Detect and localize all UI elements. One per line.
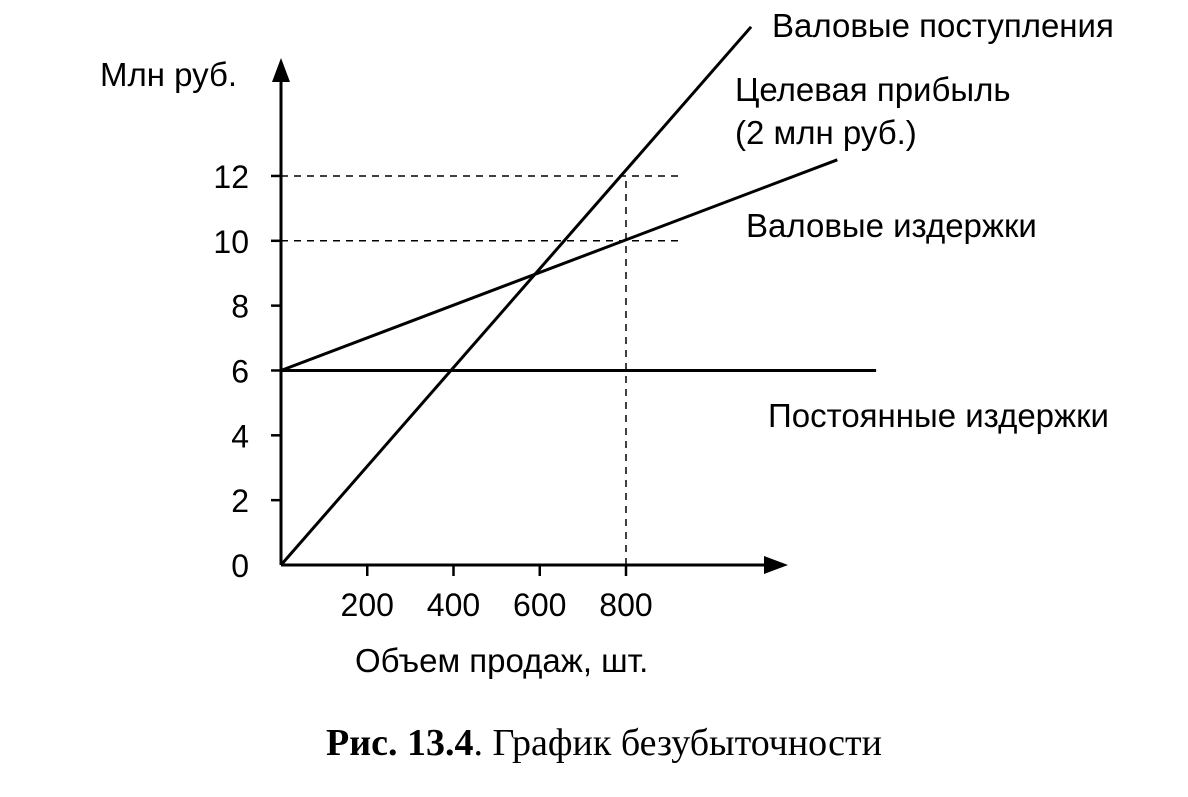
y-tick-label-6: 6 (231, 353, 249, 389)
x-tick-label-800: 800 (599, 587, 652, 623)
revenue-line (279, 25, 753, 566)
y-axis-label: Млн руб. (100, 56, 237, 93)
figure-title: . График безубыточности (473, 722, 881, 764)
target-profit-amount: (2 млн руб.) (735, 114, 917, 151)
axes (272, 58, 788, 574)
figure-number: Рис. 13.4 (326, 722, 473, 764)
figure-caption: Рис. 13.4. График безубыточности (326, 722, 882, 764)
y-tick-label-4: 4 (231, 418, 249, 454)
ticks: 0 2 4 6 8 10 12 200 400 600 800 (213, 159, 652, 623)
reference-lines (281, 175, 684, 565)
total-costs-line (280, 158, 838, 372)
x-axis-arrow (764, 556, 788, 574)
y-tick-label-0: 0 (231, 548, 249, 584)
y-tick-label-2: 2 (231, 483, 249, 519)
y-axis-arrow (272, 58, 290, 82)
x-axis-label: Объем продаж, шт. (355, 642, 648, 679)
target-profit-label: Целевая прибыль (735, 71, 1011, 108)
x-tick-label-600: 600 (513, 587, 566, 623)
series-label-revenue: Валовые поступления (772, 7, 1114, 44)
x-tick-label-200: 200 (341, 587, 394, 623)
y-tick-label-8: 8 (231, 289, 249, 325)
x-tick-label-400: 400 (427, 587, 480, 623)
series-label-fixed-costs: Постоянные издержки (768, 397, 1109, 434)
series-label-total-costs: Валовые издержки (746, 207, 1037, 244)
y-tick-label-12: 12 (213, 159, 249, 195)
y-tick-label-10: 10 (213, 224, 249, 260)
series-lines (279, 25, 877, 566)
